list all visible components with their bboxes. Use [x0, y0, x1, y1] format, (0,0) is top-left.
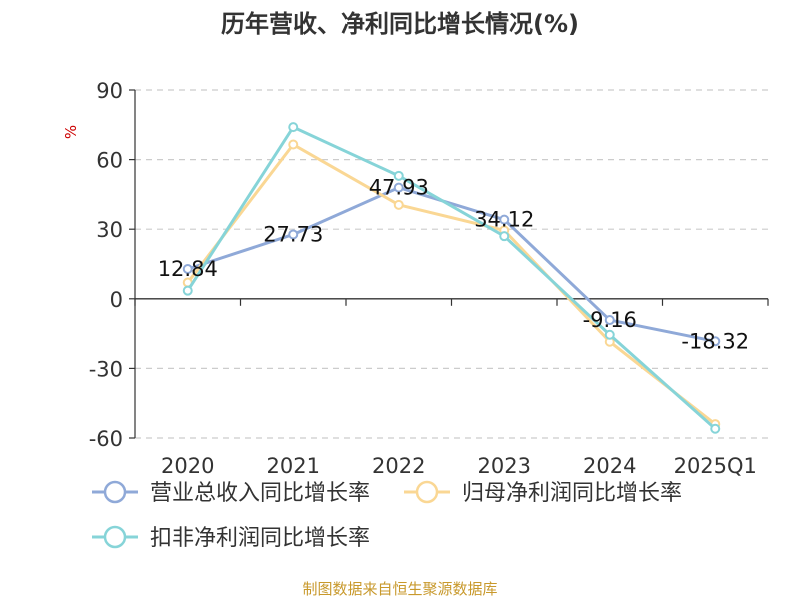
x-tick-label: 2022	[372, 454, 425, 478]
x-tick-label: 2020	[161, 454, 214, 478]
chart-source-note: 制图数据来自恒生聚源数据库	[302, 580, 498, 598]
y-axis-label: %	[62, 125, 80, 139]
y-tick-label: 60	[96, 149, 123, 173]
axes: -60 -30 0 30 60 90% 2020 2021 2022 2023 2024 2025Q1	[62, 79, 769, 478]
data-label: 34.12	[474, 208, 534, 232]
x-tick-label: 2024	[583, 454, 636, 478]
data-label: 27.73	[263, 222, 323, 246]
series-point	[288, 229, 299, 240]
series-point	[710, 336, 721, 347]
legend-swatch-marker	[103, 480, 127, 504]
x-tick-label: 2025Q1	[674, 454, 757, 478]
data-label: -9.16	[583, 308, 637, 332]
data-label: -18.32	[681, 329, 749, 353]
series-point	[393, 182, 404, 193]
data-label: 12.84	[158, 257, 218, 281]
legend-swatch-marker	[415, 480, 439, 504]
data-label: 47.93	[369, 176, 429, 200]
series-point	[604, 329, 615, 340]
chart-title: 历年营收、净利同比增长情况(%)	[221, 10, 579, 38]
series-lines	[182, 122, 721, 434]
legend-label: 归母净利润同比增长率	[462, 481, 682, 506]
y-tick-label: 90	[96, 79, 123, 103]
x-tick-label: 2023	[478, 454, 531, 478]
y-tick-label: -30	[89, 357, 123, 381]
legend-item[interactable]: 扣非净利润同比增长率	[92, 525, 370, 551]
y-tick-label: -60	[89, 427, 123, 451]
series-line	[186, 143, 717, 426]
data-labels: 12.84 27.73 47.93 34.12 -9.16 -18.32	[158, 176, 749, 354]
series-point	[499, 231, 510, 242]
x-tick-label: 2021	[267, 454, 320, 478]
series-point	[182, 264, 193, 275]
gridlines	[135, 89, 768, 439]
legend-label: 营业总收入同比增长率	[150, 481, 370, 506]
legend-item[interactable]: 归母净利润同比增长率	[404, 480, 682, 506]
series-point	[182, 285, 193, 296]
legend-swatch-marker	[103, 525, 127, 549]
series-point	[393, 199, 404, 210]
series-point	[288, 122, 299, 133]
y-tick-label: 0	[110, 288, 123, 312]
series-point	[710, 423, 721, 434]
series-line	[186, 125, 717, 430]
series-point	[499, 214, 510, 225]
series-line	[187, 186, 716, 343]
series-point	[393, 170, 404, 181]
legend-item[interactable]: 营业总收入同比增长率	[92, 480, 370, 506]
series-point	[288, 139, 299, 150]
legend-label: 扣非净利润同比增长率	[150, 526, 370, 551]
series-point	[604, 315, 615, 326]
y-tick-label: 30	[96, 218, 123, 242]
